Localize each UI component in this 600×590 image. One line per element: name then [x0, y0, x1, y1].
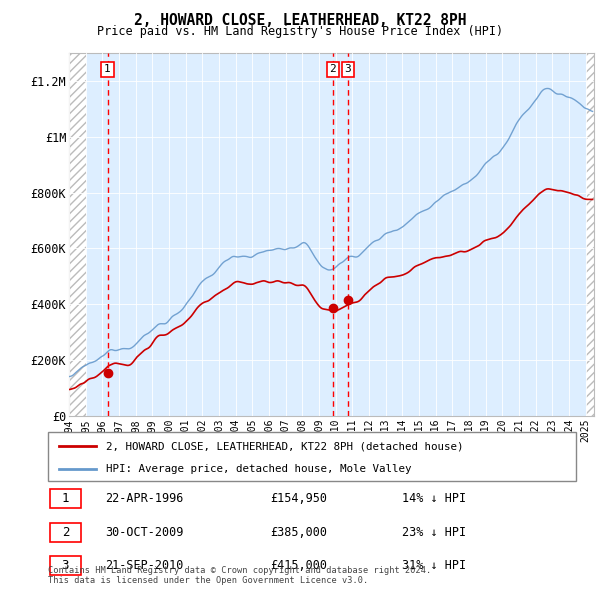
Text: Price paid vs. HM Land Registry's House Price Index (HPI): Price paid vs. HM Land Registry's House …: [97, 25, 503, 38]
Text: 3: 3: [344, 64, 351, 74]
FancyBboxPatch shape: [48, 432, 576, 481]
Text: £415,000: £415,000: [270, 559, 327, 572]
Text: 1: 1: [62, 492, 69, 505]
Text: 2, HOWARD CLOSE, LEATHERHEAD, KT22 8PH: 2, HOWARD CLOSE, LEATHERHEAD, KT22 8PH: [134, 13, 466, 28]
Text: 30-OCT-2009: 30-OCT-2009: [105, 526, 184, 539]
Text: £154,950: £154,950: [270, 492, 327, 505]
Bar: [586, 53, 596, 416]
Text: 21-SEP-2010: 21-SEP-2010: [105, 559, 184, 572]
Text: 3: 3: [62, 559, 69, 572]
Text: Contains HM Land Registry data © Crown copyright and database right 2024.
This d: Contains HM Land Registry data © Crown c…: [48, 566, 431, 585]
Text: 2: 2: [329, 64, 336, 74]
FancyBboxPatch shape: [50, 556, 81, 575]
Text: 14% ↓ HPI: 14% ↓ HPI: [402, 492, 466, 505]
Text: HPI: Average price, detached house, Mole Valley: HPI: Average price, detached house, Mole…: [106, 464, 412, 474]
Bar: [69, 53, 86, 416]
Text: 2, HOWARD CLOSE, LEATHERHEAD, KT22 8PH (detached house): 2, HOWARD CLOSE, LEATHERHEAD, KT22 8PH (…: [106, 441, 464, 451]
Text: 31% ↓ HPI: 31% ↓ HPI: [402, 559, 466, 572]
FancyBboxPatch shape: [50, 489, 81, 508]
Text: 1: 1: [104, 64, 111, 74]
Text: £385,000: £385,000: [270, 526, 327, 539]
FancyBboxPatch shape: [50, 523, 81, 542]
Text: 2: 2: [62, 526, 69, 539]
Text: 23% ↓ HPI: 23% ↓ HPI: [402, 526, 466, 539]
Text: 22-APR-1996: 22-APR-1996: [105, 492, 184, 505]
